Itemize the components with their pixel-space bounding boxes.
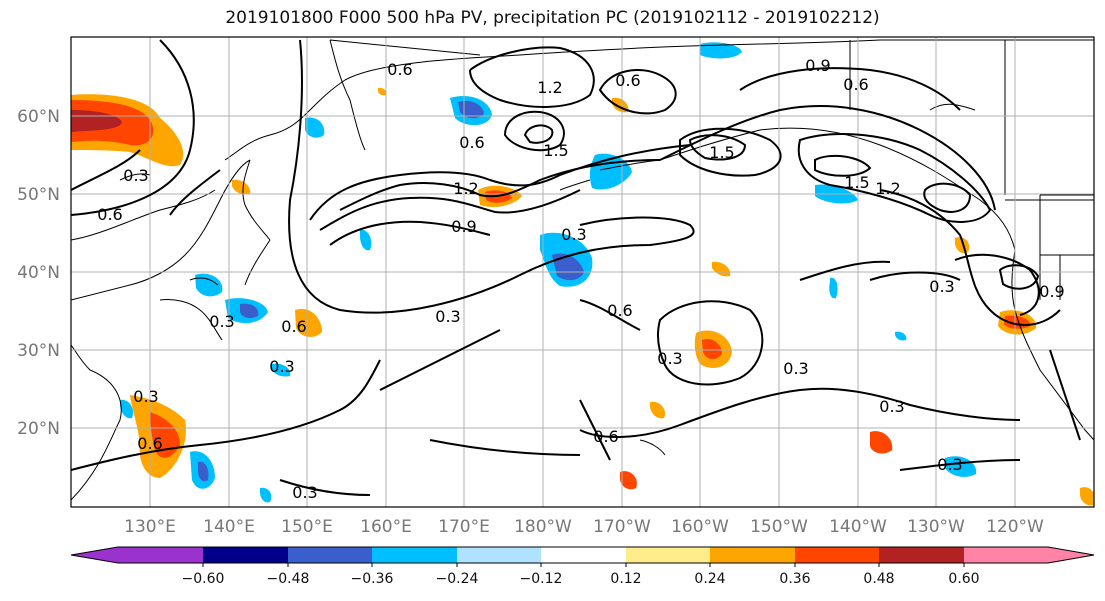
- colorbar: −0.60 −0.48 −0.36 −0.24 −0.12 0.12 0.24 …: [70, 546, 1095, 587]
- colorbar-tick-label: −0.36: [351, 571, 394, 587]
- lon-label: 140°E: [203, 517, 255, 537]
- colorbar-tick-label: −0.12: [520, 571, 563, 587]
- lon-label: 170°W: [593, 517, 651, 537]
- lon-label: 130°W: [907, 517, 965, 537]
- contour-label: 0.3: [435, 307, 460, 326]
- contour-label: 1.2: [453, 179, 478, 198]
- lon-label: 150°E: [281, 517, 333, 537]
- lat-label: 50°N: [17, 185, 60, 205]
- colorbar-swatch: [541, 547, 626, 563]
- colorbar-over-arrow: [1048, 547, 1094, 563]
- contour-label: 1.2: [537, 78, 562, 97]
- contour-label: 0.6: [593, 427, 618, 446]
- colorbar-tick-label: −0.24: [436, 571, 479, 587]
- colorbar-tick-label: 0.12: [610, 571, 641, 587]
- contour-label: 0.6: [843, 75, 868, 94]
- colorbar-tick-label: 0.24: [694, 571, 725, 587]
- contour-label: 0.9: [805, 56, 830, 75]
- contour-label: 0.3: [657, 349, 682, 368]
- colorbar-swatch: [964, 547, 1048, 563]
- contour-label: 0.6: [137, 434, 162, 453]
- lat-label: 40°N: [17, 263, 60, 283]
- colorbar-outline: [70, 546, 1095, 564]
- colorbar-swatch: [795, 547, 879, 563]
- contour-label: 0.3: [879, 397, 904, 416]
- contour-label: 1.2: [875, 179, 900, 198]
- lon-label: 170°E: [438, 517, 490, 537]
- lat-label: 60°N: [17, 107, 60, 127]
- pv-contours: [71, 39, 1081, 496]
- colorbar-swatch: [288, 547, 372, 563]
- contour-label: 0.3: [929, 277, 954, 296]
- colorbar-tick-label: −0.48: [267, 571, 310, 587]
- contour-label: 0.6: [97, 205, 122, 224]
- lon-label: 160°E: [360, 517, 412, 537]
- colorbar-swatch: [203, 547, 288, 563]
- lat-label: 20°N: [17, 419, 60, 439]
- colorbar-tick-label: −0.60: [182, 571, 225, 587]
- contour-label: 0.3: [269, 357, 294, 376]
- colorbar-under-arrow: [71, 547, 118, 563]
- contour-label: 0.9: [451, 217, 476, 236]
- contour-label: 0.6: [387, 60, 412, 79]
- contour-label: 0.9: [1039, 282, 1064, 301]
- lon-label: 150°W: [750, 517, 808, 537]
- contour-label: 0.6: [459, 133, 484, 152]
- lon-label: 120°W: [986, 517, 1044, 537]
- contour-label: 0.3: [123, 166, 148, 185]
- contour-label: 1.5: [844, 173, 869, 192]
- colorbar-swatch: [118, 547, 203, 563]
- contour-label: 0.6: [281, 317, 306, 336]
- colorbar-swatch: [710, 547, 795, 563]
- map-title: 2019101800 F000 500 hPa PV, precipitatio…: [225, 8, 880, 28]
- map-border: [70, 36, 1095, 508]
- contour-label: 1.5: [543, 141, 568, 160]
- contour-label: 0.6: [607, 301, 632, 320]
- contour-label: 0.3: [133, 387, 158, 406]
- lon-label: 160°W: [671, 517, 729, 537]
- contour-label: 0.3: [292, 483, 317, 502]
- contour-label: 0.3: [937, 455, 962, 474]
- colorbar-tick-label: 0.48: [863, 571, 894, 587]
- contour-label: 0.3: [561, 225, 586, 244]
- contour-label: 0.6: [615, 71, 640, 90]
- colorbar-swatch: [457, 547, 541, 563]
- colorbar-swatch: [372, 547, 457, 563]
- contour-label-group: 0.6 0.9 0.6 1.2 0.6 0.6 1.5 1.5 1.5 1.2 …: [97, 56, 1064, 502]
- latitude-labels: 60°N 50°N 40°N 30°N 20°N: [17, 107, 60, 439]
- lon-label: 140°W: [829, 517, 887, 537]
- colorbar-swatch: [626, 547, 710, 563]
- colorbar-tick-label: 0.36: [779, 571, 810, 587]
- lon-label: 130°E: [124, 517, 176, 537]
- colorbar-swatch: [879, 547, 964, 563]
- contour-label: 0.3: [783, 359, 808, 378]
- lon-label: 180°W: [514, 517, 572, 537]
- contour-label: 0.3: [209, 312, 234, 331]
- lat-label: 30°N: [17, 341, 60, 361]
- longitude-labels: 130°E 140°E 150°E 160°E 170°E 180°W 170°…: [124, 517, 1044, 537]
- colorbar-tick-label: 0.60: [948, 571, 979, 587]
- contour-label: 1.5: [709, 143, 734, 162]
